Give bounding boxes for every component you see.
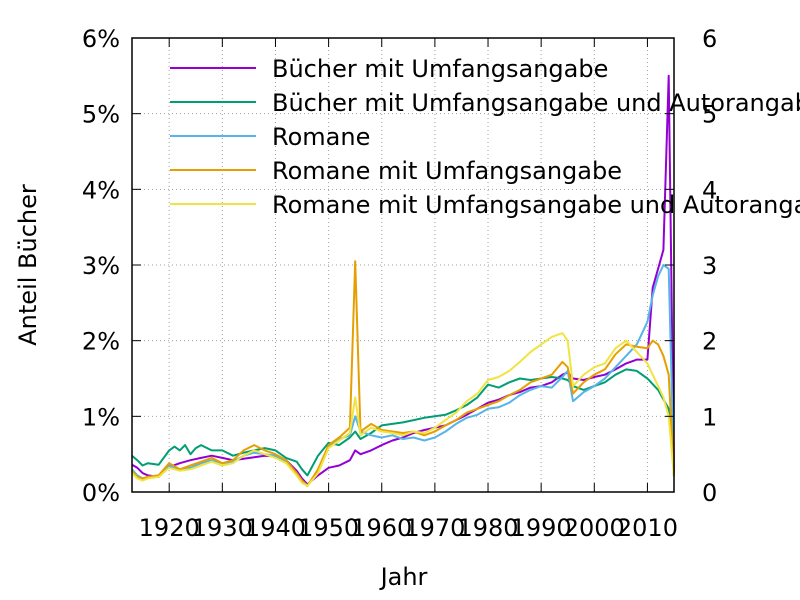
y-tick-label: 4% <box>82 176 120 204</box>
series-line-1 <box>131 74 675 486</box>
x-tick-label: 1920 <box>139 514 200 542</box>
x-tick-label: 1930 <box>192 514 253 542</box>
x-tick-label: 1950 <box>298 514 359 542</box>
y-tick-label: 3% <box>82 252 120 280</box>
y2-tick-label: 1 <box>702 403 717 431</box>
x-tick-label: 2000 <box>564 514 625 542</box>
x-axis-label: Jahr <box>379 563 428 591</box>
legend-label-5: Romane mit Umfangsangabe und Autorangabe <box>272 191 800 219</box>
legend: Bücher mit Umfangsangabe Bücher mit Umfan… <box>170 55 800 219</box>
x-tick-label: 2010 <box>617 514 678 542</box>
legend-label-4: Romane mit Umfangsangabe <box>272 157 622 185</box>
series-line-5 <box>131 332 675 487</box>
x-tick-label: 1960 <box>351 514 412 542</box>
y-tick-label: 1% <box>82 403 120 431</box>
y-tick-label: 0% <box>82 479 120 507</box>
series-line-4 <box>131 260 675 487</box>
y2-tick-label: 0 <box>702 479 717 507</box>
y2-tick-label: 4 <box>702 176 717 204</box>
x-tick-label: 1990 <box>511 514 572 542</box>
x-tick-label: 1980 <box>457 514 518 542</box>
legend-label-1: Bücher mit Umfangsangabe <box>272 55 608 83</box>
x-tick-label: 1970 <box>404 514 465 542</box>
y-axis-label: Anteil Bücher <box>14 184 42 346</box>
axes: 0% 1% 2% 3% 4% 5% 6% 0 1 2 3 4 5 6 1920193019401950196… <box>82 25 717 542</box>
legend-label-3: Romane <box>272 123 370 151</box>
y2-tick-label: 5 <box>702 101 717 129</box>
y-tick-label: 2% <box>82 328 120 356</box>
y2-tick-label: 2 <box>702 328 717 356</box>
y2-tick-label: 6 <box>702 25 717 53</box>
y-tick-label: 5% <box>82 101 120 129</box>
legend-label-2: Bücher mit Umfangsangabe und Autorangabe <box>272 89 800 117</box>
y-tick-label: 6% <box>82 25 120 53</box>
x-tick-label: 1940 <box>245 514 306 542</box>
series-layer <box>131 74 675 487</box>
y2-tick-label: 3 <box>702 252 717 280</box>
plot-frame <box>131 37 675 493</box>
